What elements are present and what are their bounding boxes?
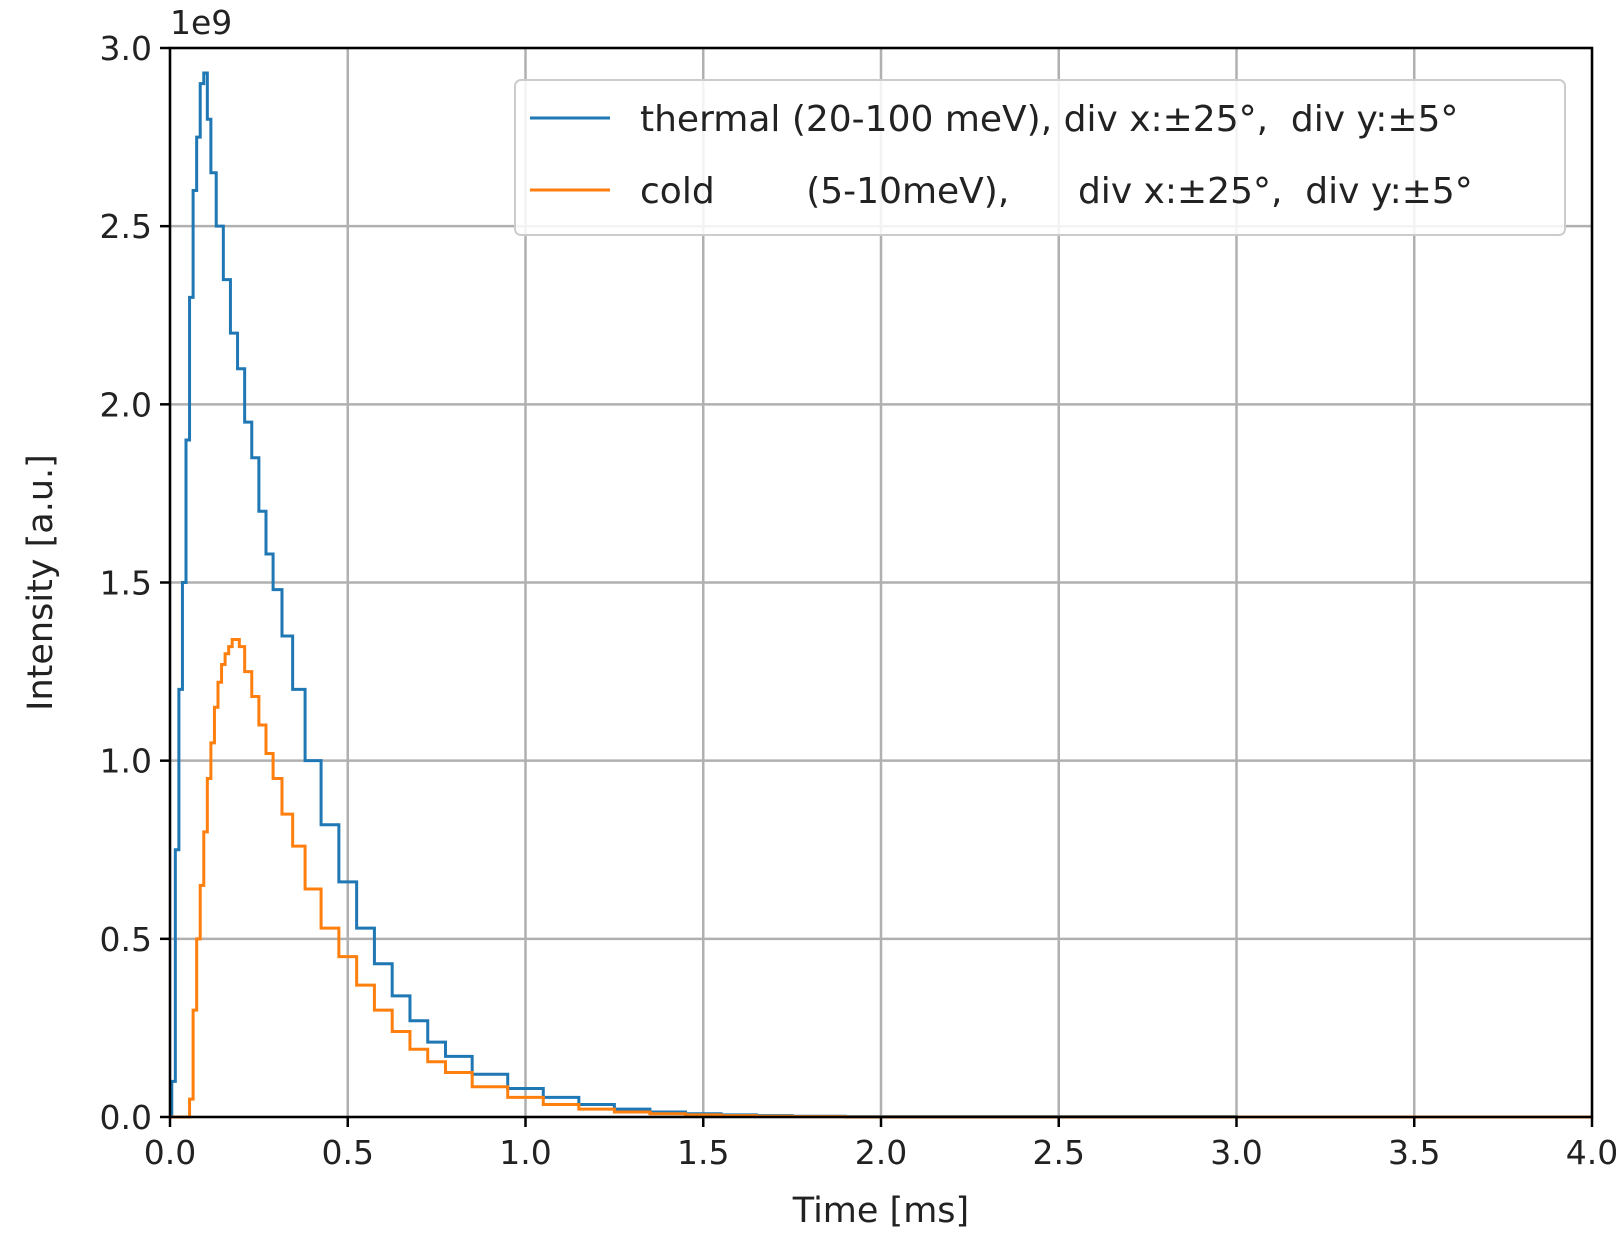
legend: thermal (20-100 meV), div x:±25°, div y:… — [514, 79, 1566, 236]
series-layer — [170, 71, 1592, 1119]
y-tick-label: 0.0 — [100, 1098, 152, 1137]
legend-box — [514, 79, 1566, 236]
x-tick-label: 4.0 — [1566, 1133, 1618, 1172]
x-tick-label: 2.0 — [855, 1133, 907, 1172]
x-tick-label: 2.5 — [1033, 1133, 1085, 1172]
y-axis-label: Intensity [a.u.] — [21, 454, 61, 711]
y-tick-label: 3.0 — [100, 29, 152, 68]
y-tick-label: 2.0 — [100, 385, 152, 424]
x-tick-label: 3.5 — [1388, 1133, 1440, 1172]
y-tick-label: 2.5 — [100, 207, 152, 246]
legend-label: cold (5-10meV), div x:±25°, div y:±5° — [640, 171, 1473, 212]
legend-label: thermal (20-100 meV), div x:±25°, div y:… — [640, 99, 1458, 140]
y-tick-label: 1.5 — [100, 564, 152, 603]
series-line-0 — [170, 71, 1592, 1119]
series-line-1 — [170, 638, 1592, 1119]
y-offset-label: 1e9 — [170, 3, 232, 42]
y-tick-label: 1.0 — [100, 742, 152, 781]
y-tick-label: 0.5 — [100, 920, 152, 959]
x-tick-label: 3.0 — [1210, 1133, 1262, 1172]
x-tick-label: 1.0 — [499, 1133, 551, 1172]
ticks: 0.0 0.5 1.0 1.5 2.0 2.5 3.0 3.5 4.0 0.0 0.5 1.0 1.5 2… — [100, 29, 1619, 1172]
x-tick-label: 0.0 — [144, 1133, 196, 1172]
x-axis-label: Time [ms] — [792, 1191, 969, 1231]
x-tick-label: 1.5 — [677, 1133, 729, 1172]
x-tick-label: 0.5 — [322, 1133, 374, 1172]
